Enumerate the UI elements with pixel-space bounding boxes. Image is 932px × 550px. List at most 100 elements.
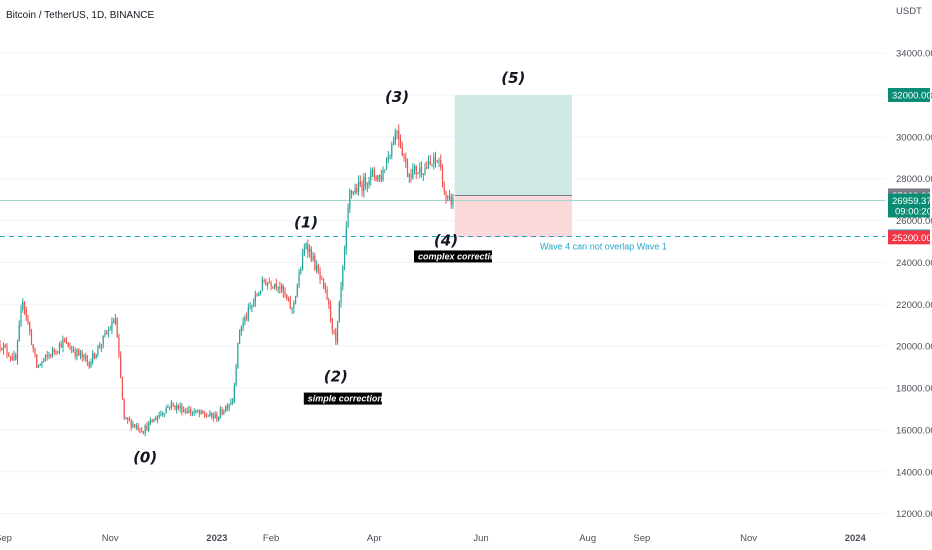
price-tick-label: 22000.00 xyxy=(896,300,932,311)
candle-body xyxy=(354,188,356,193)
candle-body xyxy=(116,318,118,337)
candle-body xyxy=(270,282,272,287)
candle-body xyxy=(265,281,267,286)
candle-body xyxy=(287,298,290,300)
candle-body xyxy=(272,286,274,288)
candle-body xyxy=(71,349,73,351)
time-tick-label: Jun xyxy=(473,533,488,544)
candle-body xyxy=(198,412,200,414)
countdown-label: 09:00:20 xyxy=(895,206,932,217)
candle-body xyxy=(30,331,33,345)
candle-body xyxy=(398,130,400,141)
candle-body xyxy=(153,418,155,423)
candle-body xyxy=(247,307,249,319)
candle-body xyxy=(1,347,3,351)
candle-body xyxy=(167,406,169,408)
candle-body xyxy=(405,158,407,163)
candle-body xyxy=(200,410,202,414)
candle-body xyxy=(359,181,361,185)
candle-body xyxy=(261,279,263,291)
candle-body xyxy=(328,299,330,304)
candle-body xyxy=(232,399,234,403)
candle-body xyxy=(79,353,82,355)
candle-body xyxy=(0,344,1,348)
candle-body xyxy=(174,405,176,410)
position-zones[interactable] xyxy=(454,94,572,238)
candle-body xyxy=(298,272,300,286)
candle-body xyxy=(293,302,295,309)
candle-body xyxy=(221,409,223,414)
candle-body xyxy=(291,308,293,310)
candle-body xyxy=(37,364,40,368)
candle-body xyxy=(32,344,34,350)
candle-body xyxy=(90,362,92,368)
price-tick-label: 12000.00 xyxy=(896,509,932,520)
candle-body xyxy=(142,431,145,433)
candle-body xyxy=(177,405,180,409)
candle-body xyxy=(197,410,199,413)
candle-body xyxy=(440,160,442,168)
candle-body xyxy=(363,176,365,192)
candle-body xyxy=(15,355,17,360)
candle-body xyxy=(156,417,159,421)
target-price-badge-bg xyxy=(888,87,930,102)
candle-body xyxy=(76,349,78,357)
candle-body xyxy=(113,321,115,323)
candle-body xyxy=(104,333,106,336)
time-tick-label: Feb xyxy=(263,533,279,544)
candle-body xyxy=(146,425,148,431)
candle-body xyxy=(377,175,379,180)
candle-body xyxy=(277,287,279,289)
candle-body xyxy=(209,412,211,417)
candle-body xyxy=(163,413,166,415)
candle-body xyxy=(438,160,440,162)
candle-body xyxy=(245,317,248,319)
price-tick-label: 24000.00 xyxy=(896,258,932,269)
price-axis[interactable]: 12000.00 14000.00 16000.00 18000.00 20000.00… xyxy=(888,49,932,521)
candle-body xyxy=(319,271,321,279)
last-price-badge-bg xyxy=(888,193,930,218)
last-price-badge: 26959.37 xyxy=(892,196,932,207)
candle-body xyxy=(191,412,194,414)
time-tick-label: Apr xyxy=(367,533,382,544)
candle-body xyxy=(43,359,45,362)
candle-body xyxy=(190,409,192,413)
candle-body xyxy=(380,175,382,181)
reference-lines xyxy=(0,199,885,237)
candle-body xyxy=(193,412,195,414)
candle-body xyxy=(144,425,146,433)
candle-body xyxy=(97,346,99,355)
candle-body xyxy=(310,248,312,261)
candle-body xyxy=(51,349,54,357)
candle-body xyxy=(85,355,87,359)
candle-body xyxy=(41,361,43,365)
candle-body xyxy=(266,282,269,286)
candle-body xyxy=(16,341,19,360)
annotation-text: complex correction xyxy=(418,251,502,261)
candle-body xyxy=(333,329,335,331)
candle-body xyxy=(399,140,402,148)
time-axis[interactable]: Sep Nov 2023 Feb Apr Jun Aug Sep Nov 2024 xyxy=(0,533,867,544)
candle-body xyxy=(4,345,6,348)
candle-body xyxy=(448,195,451,197)
candle-body xyxy=(396,130,398,133)
candle-body xyxy=(370,170,372,181)
candle-body xyxy=(99,346,101,348)
candle-body xyxy=(352,192,354,194)
candle-body xyxy=(114,318,117,323)
candle-body xyxy=(93,353,96,358)
candle-body xyxy=(387,156,389,161)
candle-body xyxy=(22,302,24,310)
candle-body xyxy=(286,294,288,299)
candle-body xyxy=(305,243,307,249)
candle-body xyxy=(256,294,258,296)
candle-body xyxy=(186,411,188,414)
candle-body xyxy=(312,255,314,261)
candle-body xyxy=(239,330,241,343)
candle-body xyxy=(378,175,381,177)
price-tick-label: 14000.00 xyxy=(896,467,932,478)
candle-body xyxy=(29,322,31,332)
candle-body xyxy=(335,330,337,342)
candle-body xyxy=(88,361,90,368)
